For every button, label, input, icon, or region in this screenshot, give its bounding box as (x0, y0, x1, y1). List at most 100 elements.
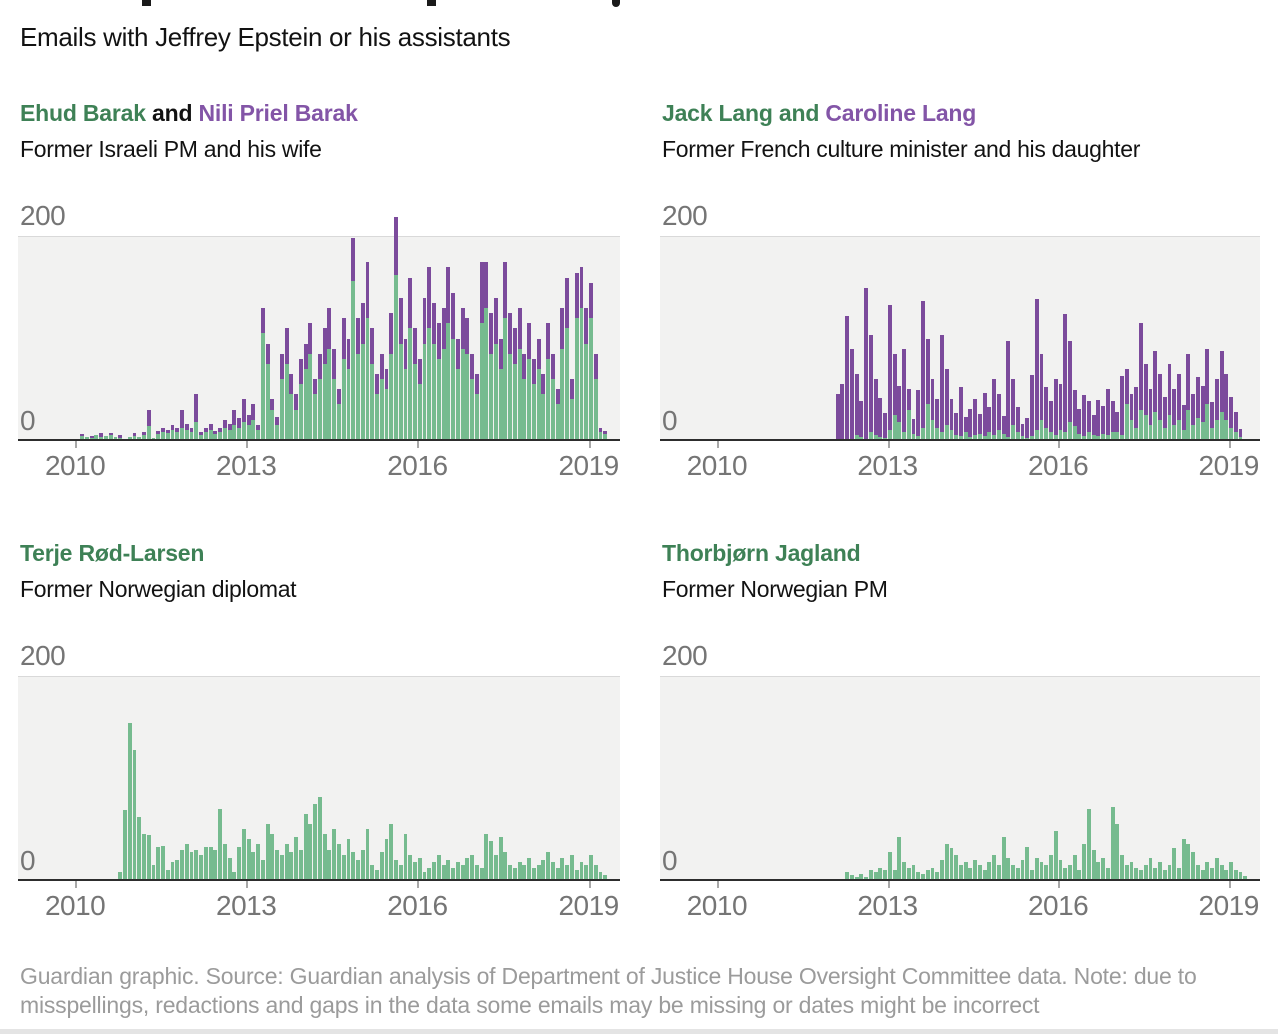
bar-segment-nili-priel-barak (470, 353, 475, 380)
bar-segment-terje-r-d-larsen (308, 824, 313, 880)
bar-segment-terje-r-d-larsen (165, 869, 170, 880)
bar-segment-caroline-lang (1162, 397, 1167, 428)
bar-segment-terje-r-d-larsen (446, 859, 451, 880)
bar-segment-terje-r-d-larsen (208, 846, 213, 880)
bar-segment-thorbj-rn-jagland (987, 861, 992, 880)
bar-segment-thorbj-rn-jagland (1115, 824, 1120, 880)
bar-segment-terje-r-d-larsen (336, 844, 341, 880)
bar-segment-nili-priel-barak (260, 308, 265, 334)
bar-segment-ehud-barak (403, 368, 408, 440)
plot-area (18, 676, 620, 880)
bar-segment-terje-r-d-larsen (232, 871, 237, 880)
bar-segment-caroline-lang (1219, 350, 1224, 412)
bar-segment-jack-lang (1181, 429, 1186, 440)
bar-segment-ehud-barak (413, 363, 417, 440)
bar-segment-nili-priel-barak (327, 308, 332, 349)
bar-segment-jack-lang (1205, 404, 1210, 440)
bar-segment-terje-r-d-larsen (422, 871, 427, 880)
bar-segment-terje-r-d-larsen (536, 864, 541, 880)
bar-segment-thorbj-rn-jagland (1011, 864, 1015, 880)
bar-segment-jack-lang (854, 434, 859, 440)
bar-segment-nili-priel-barak (322, 328, 327, 364)
bar-segment-caroline-lang (892, 353, 897, 415)
x-axis-year-label: 2010 (686, 890, 748, 921)
y-axis-zero-label: 0 (662, 405, 678, 436)
bar-segment-caroline-lang (1129, 394, 1134, 420)
bar-segment-jack-lang (1058, 429, 1063, 440)
chart-title-part: Caroline Lang (825, 100, 977, 126)
bar-segment-thorbj-rn-jagland (1015, 867, 1020, 880)
bar-segment-nili-priel-barak (370, 328, 375, 364)
bar-segment-thorbj-rn-jagland (906, 867, 911, 880)
bar-segment-nili-priel-barak (170, 424, 175, 430)
bar-segment-ehud-barak (522, 379, 527, 440)
bar-segment-ehud-barak (427, 328, 432, 440)
bar-segment-jack-lang (1186, 409, 1191, 440)
bar-segment-jack-lang (930, 419, 935, 440)
bar-segment-terje-r-d-larsen (241, 829, 246, 880)
bar-segment-jack-lang (1025, 437, 1030, 440)
bar-segment-terje-r-d-larsen (593, 864, 598, 880)
bar-segment-jack-lang (1214, 419, 1219, 440)
bar-segment-ehud-barak (436, 358, 441, 440)
bar-segment-jack-lang (935, 427, 940, 440)
bar-segment-terje-r-d-larsen (508, 864, 513, 880)
bar-segment-jack-lang (1158, 419, 1162, 440)
bar-segment-caroline-lang (1229, 397, 1233, 428)
bar-segment-thorbj-rn-jagland (1120, 854, 1124, 880)
bar-segment-nili-priel-barak (379, 353, 384, 380)
bar-segment-thorbj-rn-jagland (1186, 844, 1191, 880)
bar-segment-ehud-barak (199, 434, 203, 440)
bar-segment-nili-priel-barak (465, 318, 470, 354)
bar-segment-caroline-lang (1105, 389, 1110, 435)
bar-segment-nili-priel-barak (517, 308, 522, 349)
bar-segment-jack-lang (1030, 435, 1034, 440)
bar-segment-caroline-lang (916, 390, 921, 436)
chart-title: Jack Lang and Caroline Lang (662, 100, 976, 127)
bar-segment-caroline-lang (944, 368, 949, 425)
bar-segment-ehud-barak (132, 435, 137, 440)
bar-segment-caroline-lang (1025, 417, 1030, 438)
bar-segment-ehud-barak (251, 419, 256, 440)
x-axis-year-label: 2013 (857, 890, 918, 921)
bar-segment-terje-r-d-larsen (584, 864, 589, 880)
bar-segment-ehud-barak (84, 436, 89, 440)
bar-segment-ehud-barak (127, 436, 132, 440)
bar-segment-caroline-lang (1110, 401, 1115, 432)
bar-segment-caroline-lang (1124, 368, 1129, 405)
bar-segment-caroline-lang (935, 399, 940, 428)
bar-segment-ehud-barak (232, 424, 237, 440)
bar-segment-nili-priel-barak (108, 432, 113, 435)
bar-segment-caroline-lang (1153, 350, 1158, 412)
bar-segment-terje-r-d-larsen (146, 835, 151, 880)
bar-segment-terje-r-d-larsen (275, 849, 280, 880)
bar-segment-nili-priel-barak (546, 323, 551, 359)
bar-segment-jack-lang (1034, 429, 1039, 440)
bar-segment-ehud-barak (237, 427, 242, 440)
bar-segment-thorbj-rn-jagland (1229, 861, 1233, 880)
bar-segment-terje-r-d-larsen (356, 859, 360, 880)
bar-segment-terje-r-d-larsen (123, 809, 127, 880)
bar-segment-jack-lang (897, 421, 902, 440)
bar-segment-thorbj-rn-jagland (1001, 837, 1006, 880)
bar-segment-ehud-barak (375, 394, 379, 440)
bar-segment-terje-r-d-larsen (550, 861, 555, 880)
bar-segment-ehud-barak (99, 436, 104, 440)
bar-segment-jack-lang (859, 436, 864, 440)
bar-segment-caroline-lang (963, 416, 968, 432)
bar-segment-terje-r-d-larsen (175, 859, 180, 880)
bar-segment-terje-r-d-larsen (203, 846, 208, 880)
bar-segment-ehud-barak (365, 318, 370, 440)
chart-title-part: Nili Priel Barak (198, 100, 358, 126)
bar-segment-terje-r-d-larsen (222, 844, 227, 880)
chart-title: Ehud Barak and Nili Priel Barak (20, 100, 358, 127)
bar-segment-caroline-lang (1077, 408, 1082, 434)
bar-segment-jack-lang (1039, 419, 1044, 440)
bar-segment-jack-lang (1167, 414, 1172, 440)
bar-segment-terje-r-d-larsen (479, 867, 484, 880)
bar-segment-jack-lang (977, 433, 982, 440)
bar-segment-terje-r-d-larsen (460, 864, 465, 880)
bar-segment-jack-lang (1120, 434, 1124, 440)
x-axis-tick (1228, 881, 1231, 888)
bar-segment-thorbj-rn-jagland (887, 851, 892, 880)
